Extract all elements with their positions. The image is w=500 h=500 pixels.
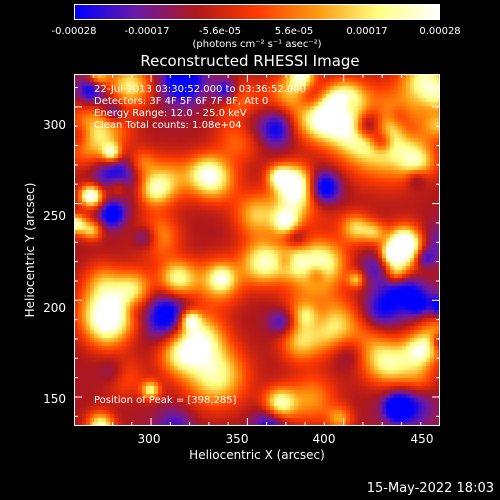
annotation-clean-counts: Clean Total counts: 1.08e+04 [94, 120, 242, 131]
chart-title: Reconstructed RHESSI Image [140, 52, 360, 70]
annotation-energy-range: Energy Range: 12.0 - 25.0 keV [94, 108, 247, 119]
plot-axes [74, 74, 440, 426]
heatmap-image [74, 74, 440, 426]
x-tick-label: 350 [225, 432, 249, 446]
colorbar-tick-label: -0.00028 [51, 26, 97, 37]
annotation-detectors: Detectors: 3F 4F 5F 6F 7F 8F, Att 0 [94, 96, 269, 107]
plot-area [74, 74, 440, 426]
y-tick-label: 250 [43, 209, 66, 223]
colorbar-tick-label: 5.6e-05 [274, 26, 314, 37]
annotation-time-range: 22-Jul-2013 03:30:52.000 to 03:36:52.000 [94, 84, 306, 95]
x-tick-label: 400 [312, 432, 336, 446]
colorbar-units-label: (photons cm⁻² s⁻¹ asec⁻²) [192, 39, 322, 50]
y-tick-label: 150 [43, 392, 66, 406]
y-tick-label: 300 [43, 118, 66, 132]
x-tick-label: 300 [137, 432, 161, 446]
y-tick-label: 200 [43, 301, 66, 315]
annotation-peak-position: Position of Peak = [398,285] [94, 395, 237, 406]
timestamp-footer: 15-May-2022 18:03 [366, 481, 494, 496]
x-axis-label: Heliocentric X (arcsec) [189, 448, 325, 462]
colorbar-tick-label: -5.6e-05 [199, 26, 241, 37]
colorbar [74, 4, 440, 20]
colorbar-tick-label: 0.00028 [419, 26, 461, 37]
x-tick-label: 450 [410, 432, 434, 446]
y-axis-label: Heliocentric Y (arcsec) [23, 182, 37, 318]
colorbar-tick-label: -0.00017 [124, 26, 170, 37]
plot-frame [74, 74, 440, 426]
colorbar-tick-label: 0.00017 [346, 26, 388, 37]
